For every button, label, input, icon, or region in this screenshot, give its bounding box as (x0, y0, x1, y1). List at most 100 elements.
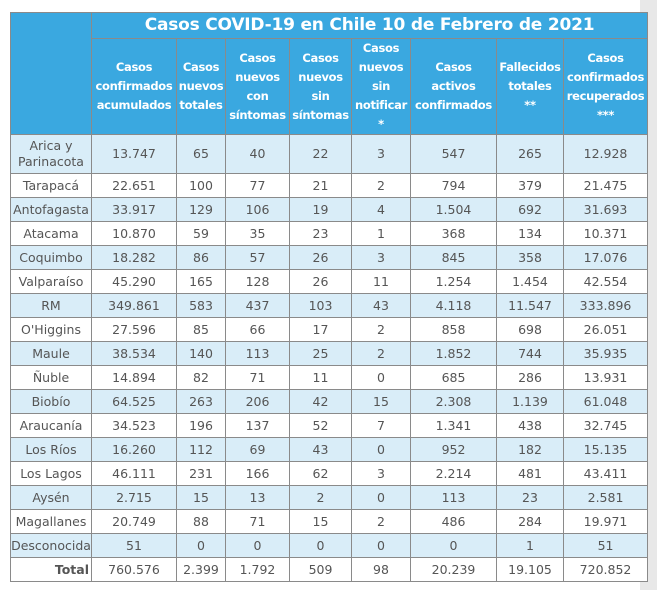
value-cell-nuevos-totales: 100 (176, 173, 226, 198)
value-cell-acumulados: 18.282 (91, 245, 177, 270)
column-header-activos: Casos activos confirmados (410, 38, 497, 135)
value-cell-acumulados: 349.861 (91, 293, 177, 318)
value-cell-acumulados: 10.870 (91, 221, 177, 246)
region-name-cell: Magallanes (10, 509, 92, 534)
column-header-line: Casos (182, 60, 220, 74)
value-cell-recuperados: 19.971 (562, 509, 649, 534)
column-header-line: Casos (302, 50, 339, 65)
value-cell-fallecidos: 23 (496, 485, 564, 510)
value-cell-activos: 547 (410, 134, 497, 174)
region-name-cell: Aysén (10, 485, 92, 510)
value-cell-nuevos-con-sintomas: 113 (225, 341, 290, 366)
table-row: Valparaíso 45.290 165 128 26 11 1.254 1.454 42.5… (10, 269, 649, 294)
column-header-line: síntomas (229, 107, 286, 122)
value-cell-nuevos-sin-notificar: 0 (351, 533, 411, 558)
value-cell-activos: 0 (410, 533, 497, 558)
value-cell-nuevos-sin-sintomas: 509 (289, 557, 352, 582)
value-cell-nuevos-con-sintomas: 66 (225, 317, 290, 342)
column-header-line: acumulados (96, 98, 172, 112)
value-cell-nuevos-sin-notificar: 0 (351, 365, 411, 390)
value-cell-activos: 794 (410, 173, 497, 198)
value-cell-fallecidos: 265 (496, 134, 564, 174)
table-row: RM 349.861 583 437 103 43 4.118 11.547 333.896 (10, 293, 649, 318)
value-cell-acumulados: 46.111 (91, 461, 177, 486)
value-cell-acumulados: 14.894 (91, 365, 177, 390)
value-cell-fallecidos: 481 (496, 461, 564, 486)
value-cell-activos: 1.341 (410, 413, 497, 438)
value-cell-activos: 2.308 (410, 389, 497, 414)
value-cell-nuevos-totales: 129 (176, 197, 226, 222)
region-name-cell: Biobío (10, 389, 92, 414)
value-cell-nuevos-totales: 263 (176, 389, 226, 414)
value-cell-nuevos-sin-notificar: 15 (351, 389, 411, 414)
value-cell-nuevos-sin-notificar: 2 (351, 173, 411, 198)
value-cell-nuevos-sin-notificar: 4 (351, 197, 411, 222)
table-row: Coquimbo 18.282 86 57 26 3 845 358 17.076 (10, 245, 649, 270)
value-cell-nuevos-sin-sintomas: 21 (289, 173, 352, 198)
region-name-cell: Los Lagos (10, 461, 92, 486)
value-cell-nuevos-sin-notificar: 0 (351, 485, 411, 510)
column-header-fallecidos: Fallecidos totales ** (496, 38, 564, 135)
value-cell-nuevos-con-sintomas: 71 (225, 509, 290, 534)
column-header-line: Casos (587, 50, 624, 65)
value-cell-nuevos-totales: 112 (176, 437, 226, 462)
value-cell-fallecidos: 284 (496, 509, 564, 534)
value-cell-nuevos-sin-sintomas: 17 (289, 317, 352, 342)
table-row: Atacama 10.870 59 35 23 1 368 134 10.371 (10, 221, 649, 246)
value-cell-recuperados: 720.852 (562, 557, 649, 582)
column-header-line: Casos (435, 60, 472, 74)
value-cell-nuevos-totales: 2.399 (176, 557, 226, 582)
value-cell-recuperados: 42.554 (562, 269, 649, 294)
value-cell-nuevos-totales: 583 (176, 293, 226, 318)
region-name-cell: Coquimbo (10, 245, 92, 270)
column-header-line: Fallecidos (499, 60, 561, 74)
column-header-recuperados: Casos confirmados recuperados *** (562, 38, 649, 135)
value-cell-nuevos-totales: 165 (176, 269, 226, 294)
value-cell-nuevos-con-sintomas: 77 (225, 173, 290, 198)
value-cell-nuevos-con-sintomas: 166 (225, 461, 290, 486)
value-cell-nuevos-sin-sintomas: 103 (289, 293, 352, 318)
table-row: Aysén 2.715 15 13 2 0 113 23 2.581 (10, 485, 649, 510)
value-cell-fallecidos: 1.139 (496, 389, 564, 414)
value-cell-activos: 486 (410, 509, 497, 534)
region-name-cell: Antofagasta (10, 197, 92, 222)
covid-cases-table: Casos COVID-19 en Chile 10 de Febrero de… (10, 12, 649, 582)
region-name-cell: Araucanía (10, 413, 92, 438)
value-cell-nuevos-totales: 88 (176, 509, 226, 534)
value-cell-nuevos-sin-notificar: 3 (351, 461, 411, 486)
column-header-line: * (378, 117, 384, 131)
value-cell-nuevos-totales: 86 (176, 245, 226, 270)
value-cell-acumulados: 51 (91, 533, 177, 558)
value-cell-fallecidos: 134 (496, 221, 564, 246)
value-cell-nuevos-totales: 15 (176, 485, 226, 510)
value-cell-nuevos-sin-sintomas: 25 (289, 341, 352, 366)
region-name-cell: Total (10, 557, 92, 582)
value-cell-nuevos-totales: 85 (176, 317, 226, 342)
value-cell-nuevos-con-sintomas: 137 (225, 413, 290, 438)
value-cell-nuevos-sin-notificar: 2 (351, 509, 411, 534)
value-cell-fallecidos: 1.454 (496, 269, 564, 294)
value-cell-nuevos-con-sintomas: 40 (225, 134, 290, 174)
value-cell-nuevos-con-sintomas: 69 (225, 437, 290, 462)
value-cell-activos: 113 (410, 485, 497, 510)
value-cell-nuevos-con-sintomas: 13 (225, 485, 290, 510)
value-cell-nuevos-totales: 82 (176, 365, 226, 390)
value-cell-fallecidos: 19.105 (496, 557, 564, 582)
corner-header-cell (10, 12, 92, 135)
value-cell-nuevos-con-sintomas: 71 (225, 365, 290, 390)
value-cell-acumulados: 22.651 (91, 173, 177, 198)
value-cell-nuevos-sin-sintomas: 43 (289, 437, 352, 462)
table-row: O'Higgins 27.596 85 66 17 2 858 698 26.051 (10, 317, 649, 342)
column-header-line: con (246, 88, 269, 103)
value-cell-nuevos-sin-notificar: 3 (351, 134, 411, 174)
column-header-line: nuevos (235, 69, 280, 84)
value-cell-nuevos-con-sintomas: 437 (225, 293, 290, 318)
value-cell-nuevos-sin-sintomas: 2 (289, 485, 352, 510)
column-header-line: *** (596, 107, 615, 122)
value-cell-nuevos-con-sintomas: 57 (225, 245, 290, 270)
value-cell-nuevos-sin-notificar: 2 (351, 317, 411, 342)
table-title: Casos COVID-19 en Chile 10 de Febrero de… (90, 12, 649, 39)
column-header-line: nuevos (358, 60, 404, 74)
value-cell-fallecidos: 744 (496, 341, 564, 366)
column-header-line: totales (508, 79, 552, 93)
